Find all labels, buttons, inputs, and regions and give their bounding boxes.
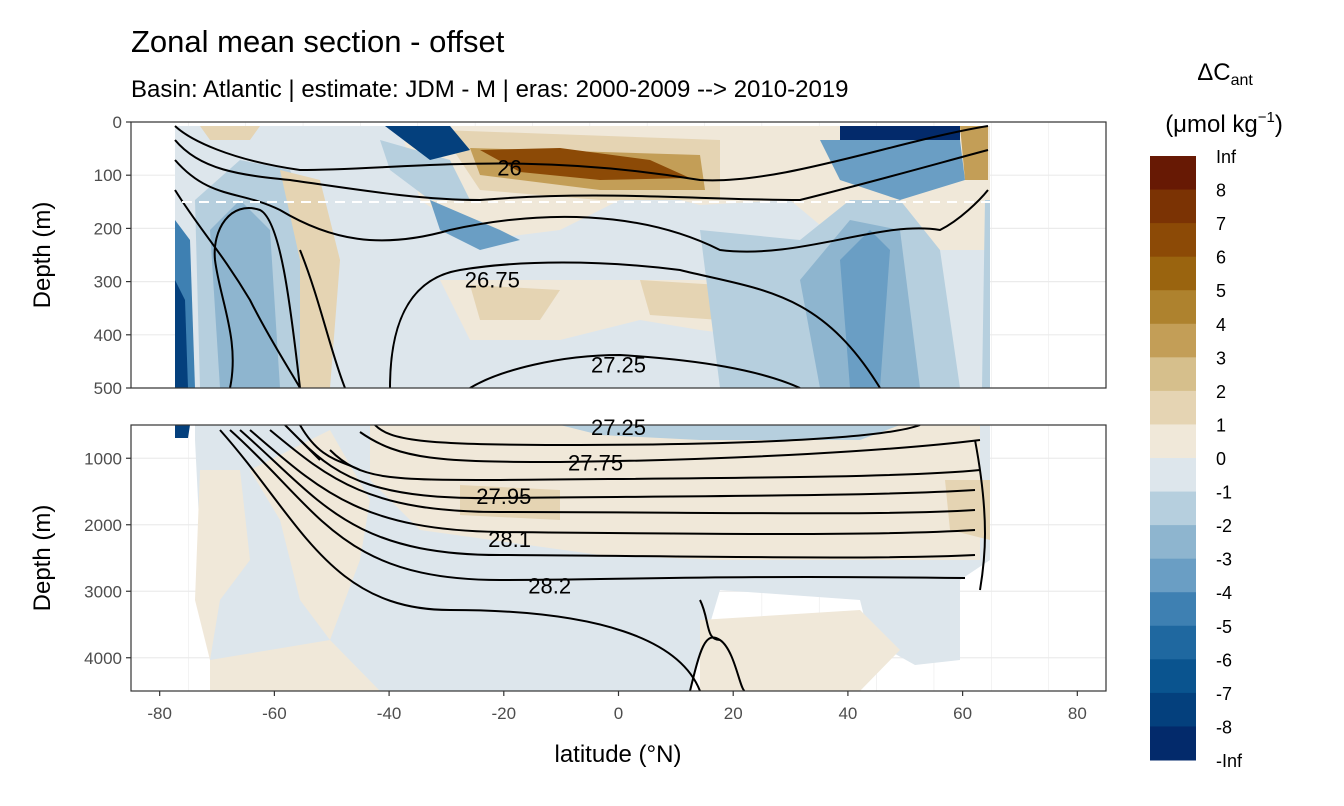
legend-units-sup: −1: [1258, 109, 1275, 126]
legend-tick-label: 6: [1216, 248, 1226, 268]
legend-title: ΔCant: [1197, 59, 1253, 89]
upper-y-axis-label: Depth (m): [29, 202, 56, 309]
legend-color-swatch: [1150, 525, 1196, 560]
legend-color-swatch: [1150, 156, 1196, 191]
upper-contour-labels: 26 26.75 27.25: [465, 156, 646, 378]
y-tick-label: 0: [113, 113, 122, 132]
x-tick-label: -20: [492, 704, 517, 723]
legend-tick-label: -7: [1216, 684, 1232, 704]
legend-units-suffix: ): [1275, 111, 1283, 138]
legend-tick-label: -3: [1216, 550, 1232, 570]
legend-tick-label: -2: [1216, 516, 1232, 536]
y-tick-label: 200: [94, 219, 122, 238]
legend-color-swatch: [1150, 323, 1196, 358]
x-tick-label: 40: [838, 704, 857, 723]
legend-tick-label: 2: [1216, 382, 1226, 402]
x-tick-label: -80: [147, 704, 172, 723]
lower-panel: 27.25 27.75 27.95 28.1 28.2 1000 2000 3000 4000…: [29, 415, 1107, 723]
contour-label: 26.75: [465, 267, 520, 292]
y-tick-label: 3000: [84, 582, 122, 601]
x-tick-label: -40: [377, 704, 402, 723]
legend-tick-label: -6: [1216, 650, 1232, 670]
legend-color-swatch: [1150, 189, 1196, 224]
legend-title-main: ΔC: [1197, 59, 1230, 86]
legend-tick-label: -4: [1216, 583, 1232, 603]
legend-tick-label: 1: [1216, 415, 1226, 435]
legend-color-swatch: [1150, 558, 1196, 593]
legend-title-sub: ant: [1231, 72, 1254, 89]
legend-tick-label: 0: [1216, 449, 1226, 469]
lower-contour-labels: 27.25 27.75 27.95 28.1 28.2: [476, 415, 646, 599]
lower-isopycnals: [219, 425, 986, 691]
chart-subtitle: Basin: Atlantic | estimate: JDM - M | er…: [131, 76, 849, 103]
legend-color-swatch: [1150, 659, 1196, 694]
legend: ΔCant (μmol kg−1) Inf 8 7 6 5 4 3 2 1 0 -1 -2 -3 -4 -5…: [1150, 59, 1283, 771]
y-tick-label: 500: [94, 379, 122, 398]
legend-color-swatch: [1150, 357, 1196, 392]
legend-tick-label: -5: [1216, 617, 1232, 637]
legend-tick-label: 7: [1216, 214, 1226, 234]
legend-color-swatch: [1150, 223, 1196, 258]
y-tick-label: 300: [94, 273, 122, 292]
legend-tick-label: -Inf: [1216, 751, 1243, 771]
legend-tick-label: 5: [1216, 281, 1226, 301]
contour-label: 27.25: [591, 353, 646, 378]
upper-panel-border: [130, 121, 1107, 389]
lower-y-axis-label: Depth (m): [29, 505, 56, 612]
legend-color-swatch: [1150, 458, 1196, 493]
legend-color-swatch: [1150, 726, 1196, 761]
legend-color-swatch: [1150, 256, 1196, 291]
contour-label: 27.25: [591, 415, 646, 440]
chart-title: Zonal mean section - offset: [131, 24, 505, 59]
x-tick-label: 0: [614, 704, 623, 723]
legend-color-swatch: [1150, 692, 1196, 727]
x-tick-label: 80: [1068, 704, 1087, 723]
legend-units: (μmol kg−1): [1165, 109, 1283, 138]
legend-tick-label: -1: [1216, 483, 1232, 503]
x-tick-label: 60: [953, 704, 972, 723]
contour-label: 26: [497, 156, 521, 181]
upper-isopycnals: [174, 125, 989, 388]
legend-color-swatch: [1150, 390, 1196, 425]
y-tick-label: 1000: [84, 449, 122, 468]
contour-label: 27.95: [476, 484, 531, 509]
legend-colorbar: Inf 8 7 6 5 4 3 2 1 0 -1 -2 -3 -4 -5 -6 -7 -8 -Inf: [1150, 147, 1243, 771]
legend-tick-label: Inf: [1216, 147, 1237, 167]
contour-label: 28.2: [528, 574, 571, 599]
contour-label: 27.75: [568, 451, 623, 476]
y-tick-label: 4000: [84, 649, 122, 668]
x-ticks: -80 -60 -40 -20 0 20 40 60 80: [147, 691, 1087, 723]
legend-color-swatch: [1150, 592, 1196, 627]
legend-tick-label: -8: [1216, 717, 1232, 737]
y-tick-label: 100: [94, 166, 122, 185]
x-tick-label: -60: [262, 704, 287, 723]
legend-color-swatch: [1150, 424, 1196, 459]
contour-label: 28.1: [488, 527, 531, 552]
legend-units-prefix: (μmol kg: [1165, 111, 1258, 138]
legend-tick-label: 4: [1216, 315, 1226, 335]
x-tick-label: 20: [724, 704, 743, 723]
legend-color-swatch: [1150, 491, 1196, 526]
lower-y-ticks: 1000 2000 3000 4000: [84, 449, 131, 668]
legend-tick-label: 8: [1216, 181, 1226, 201]
x-axis-label: latitude (°N): [555, 741, 682, 768]
legend-color-swatch: [1150, 290, 1196, 325]
legend-tick-label: 3: [1216, 348, 1226, 368]
y-tick-label: 400: [94, 326, 122, 345]
legend-color-swatch: [1150, 625, 1196, 660]
upper-panel: 26 26.75 27.25 0 100 200 300 400 500 Depth (m): [29, 113, 1107, 398]
y-tick-label: 2000: [84, 516, 122, 535]
upper-y-ticks: 0 100 200 300 400 500: [94, 113, 131, 398]
